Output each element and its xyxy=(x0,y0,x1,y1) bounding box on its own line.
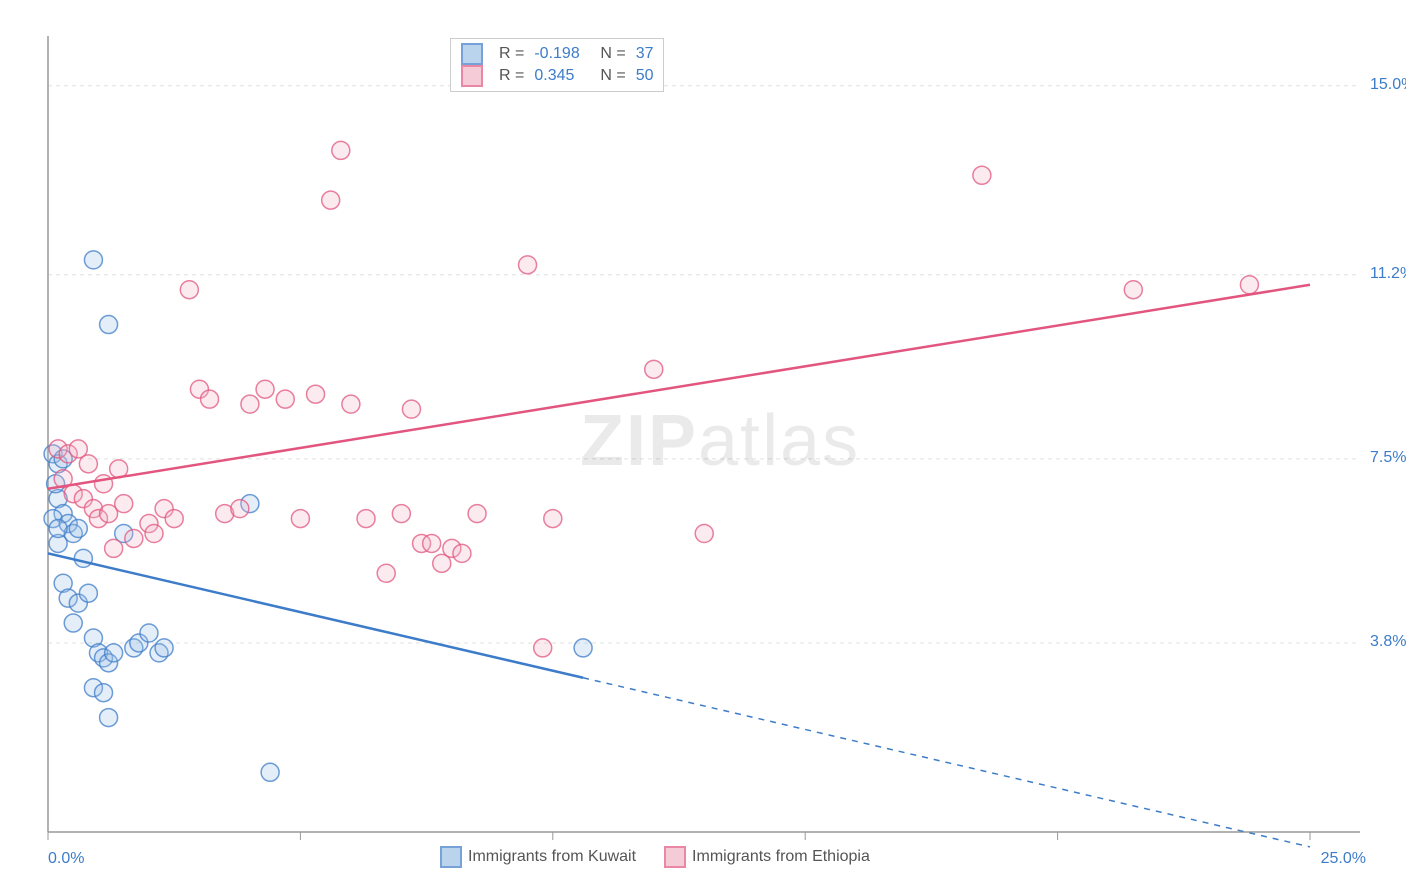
legend-swatch xyxy=(664,846,686,868)
bottom-legend: Immigrants from Kuwait Immigrants from Et… xyxy=(440,846,870,868)
r-value: 0.345 xyxy=(534,65,590,87)
r-value: -0.198 xyxy=(534,43,590,65)
scatter-plot xyxy=(0,0,1406,892)
n-value: 37 xyxy=(636,43,654,65)
r-label: R = xyxy=(499,65,524,87)
legend-label: Immigrants from Kuwait xyxy=(468,848,636,865)
stat-swatch xyxy=(461,65,483,87)
legend-label: Immigrants from Ethiopia xyxy=(692,848,870,865)
x-tick-left: 0.0% xyxy=(48,850,84,868)
r-label: R = xyxy=(499,43,524,65)
top-legend: R = -0.198 N = 37 R = 0.345 N = 50 xyxy=(450,38,664,92)
chart-container: IMMIGRANTS FROM KUWAIT VS IMMIGRANTS FRO… xyxy=(0,0,1406,892)
stat-row-ethiopia: R = 0.345 N = 50 xyxy=(461,65,653,87)
y-tick-label: 7.5% xyxy=(1370,449,1406,467)
x-tick-right: 25.0% xyxy=(1321,850,1366,868)
n-label: N = xyxy=(600,65,625,87)
legend-item-ethiopia: Immigrants from Ethiopia xyxy=(664,846,870,868)
legend-swatch xyxy=(440,846,462,868)
y-tick-label: 3.8% xyxy=(1370,633,1406,651)
y-tick-label: 15.0% xyxy=(1370,76,1406,94)
y-tick-label: 11.2% xyxy=(1370,265,1406,283)
n-value: 50 xyxy=(636,65,654,87)
n-label: N = xyxy=(600,43,625,65)
legend-item-kuwait: Immigrants from Kuwait xyxy=(440,846,636,868)
stat-row-kuwait: R = -0.198 N = 37 xyxy=(461,43,653,65)
stat-swatch xyxy=(461,43,483,65)
